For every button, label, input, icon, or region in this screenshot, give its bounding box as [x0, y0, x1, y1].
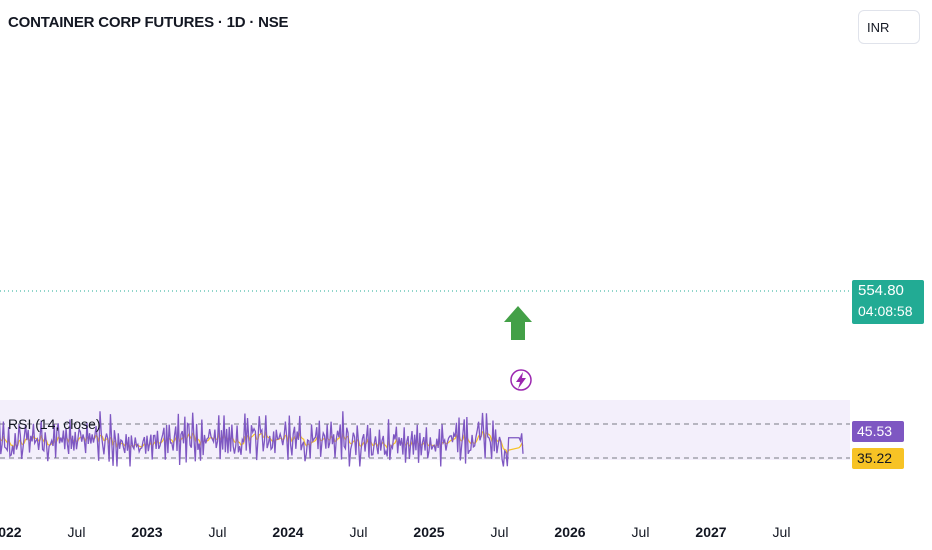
x-tick-label: 2027 — [695, 524, 726, 540]
rsi-legend[interactable]: RSI (14, close) — [8, 416, 101, 432]
up-arrow-icon[interactable] — [504, 306, 532, 340]
last-price-value: 554.80 — [858, 280, 924, 300]
x-tick-label: Jul — [209, 524, 227, 540]
bar-countdown: 04:08:58 — [858, 300, 924, 322]
x-tick-label: 2025 — [413, 524, 444, 540]
x-tick-label: 2023 — [131, 524, 162, 540]
x-tick-label: Jul — [491, 524, 509, 540]
x-tick-label: 2024 — [272, 524, 303, 540]
rsi-ma-value-tag: 35.22 — [852, 448, 904, 469]
x-tick-label: Jul — [350, 524, 368, 540]
x-axis[interactable]: 2022 Jul 2023 Jul 2024 Jul 2025 Jul 2026 Jul 2027 J… — [0, 524, 790, 540]
last-price-tag: 554.80 04:08:58 — [852, 280, 924, 324]
x-tick-label: 2022 — [0, 524, 22, 540]
currency-selector[interactable]: INR — [858, 10, 920, 44]
chart-title: CONTAINER CORP FUTURES · 1D · NSE — [8, 14, 288, 31]
x-tick-label: Jul — [632, 524, 650, 540]
x-tick-label: Jul — [773, 524, 791, 540]
rsi-value-tag: 45.53 — [852, 421, 904, 442]
x-tick-label: Jul — [68, 524, 86, 540]
lightning-icon[interactable] — [511, 370, 531, 390]
x-tick-label: 2026 — [554, 524, 585, 540]
rsi-band — [0, 400, 850, 460]
